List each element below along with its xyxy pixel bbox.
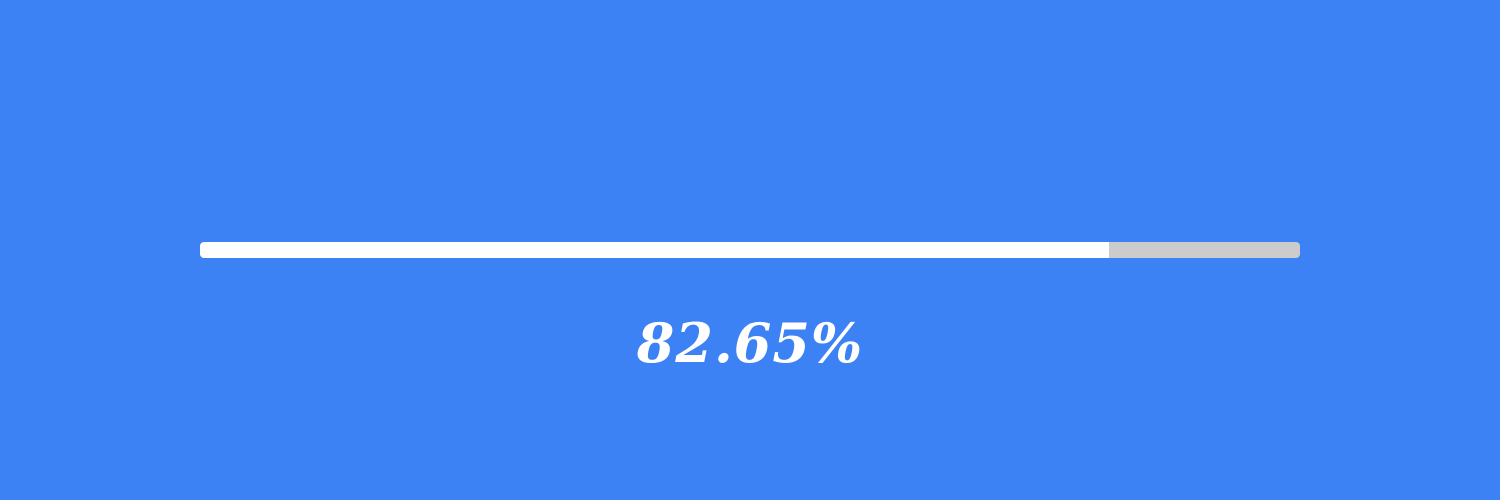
progress-bar-fill bbox=[200, 242, 1110, 258]
progress-percentage-label: 82.65% bbox=[636, 311, 864, 375]
progress-bar-track bbox=[200, 242, 1300, 258]
